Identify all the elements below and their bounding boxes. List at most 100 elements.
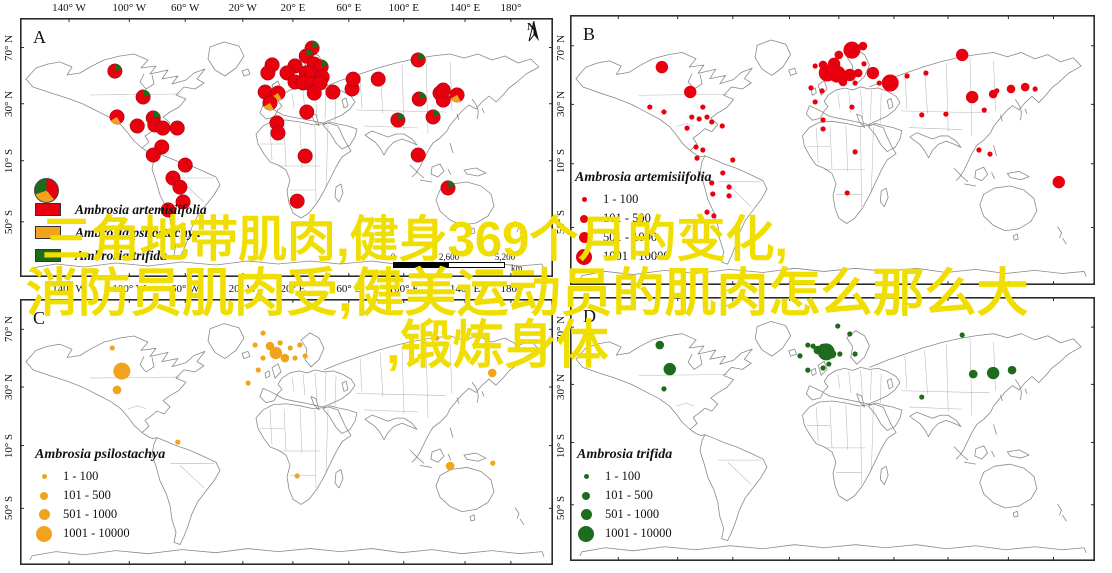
latitude-label-left: 10° S <box>3 148 15 173</box>
size-legend-label: 1001 - 10000 <box>63 526 130 540</box>
longitude-label-middle: 20° E <box>280 283 306 295</box>
size-legend-label: 101 - 500 <box>603 211 651 225</box>
size-legend-title: Ambrosia trifida <box>577 447 673 462</box>
size-legend-dot <box>576 248 592 265</box>
longitude-label-top: 100° E <box>388 2 419 14</box>
size-legend-label: 1001 - 10000 <box>605 526 672 540</box>
north-arrow-label: N <box>527 21 535 33</box>
legend-color-swatch <box>35 203 61 216</box>
size-legend-dot <box>41 474 47 479</box>
size-legend-dot <box>580 509 592 520</box>
world-map-b <box>570 15 1095 285</box>
longitude-label-top: 60° W <box>171 2 200 14</box>
panel-letter-d: D <box>583 306 596 326</box>
size-legend-label: 1 - 100 <box>605 469 641 483</box>
species-name-label: Ambrosia psilostachya <box>75 224 201 240</box>
longitude-label-top: 140° W <box>52 2 86 14</box>
longitude-label-middle: 20° W <box>228 283 257 295</box>
size-legend-dot <box>38 509 50 520</box>
scale-bar-number: 2,600 <box>438 252 460 262</box>
latitude-label-left: 30° N <box>3 90 15 117</box>
size-legend-dot <box>578 232 590 243</box>
latitude-label-center: 10° S <box>555 433 567 458</box>
size-legend-dot <box>582 491 590 500</box>
size-legend-row: 1001 - 10000 <box>35 524 165 543</box>
latitude-label-center: 10° S <box>555 148 567 173</box>
scale-bar-number: 0 <box>390 252 396 262</box>
size-legend-row: 501 - 1000 <box>577 505 672 524</box>
size-legend-row: 1 - 100 <box>575 190 712 209</box>
longitude-label-top: 180° <box>500 2 522 14</box>
size-legend-dot <box>36 525 52 542</box>
longitude-label-top: 20° E <box>280 2 306 14</box>
size-legend: Ambrosia psilostachya 1 - 100 101 - 500 501… <box>35 447 165 543</box>
longitude-label-middle: 100° E <box>388 283 419 295</box>
size-legend-label: 101 - 500 <box>605 488 653 502</box>
species-legend: Ambrosia artemisiifolia Ambrosia psilosta… <box>35 201 207 270</box>
size-legend-row: 1001 - 10000 <box>577 524 672 543</box>
north-arrow-icon: N <box>527 21 539 42</box>
size-legend-label: 1001 - 10000 <box>603 249 670 263</box>
longitude-label-middle: 180° <box>500 283 522 295</box>
size-legend-dot <box>40 491 48 500</box>
size-legend-row: 101 - 500 <box>577 486 672 505</box>
panel-d-map: D Ambrosia trifida 1 - 100 101 - 500 501 - 1… <box>570 297 1095 561</box>
size-legend-label: 1 - 100 <box>63 469 99 483</box>
size-legend: Ambrosia trifida 1 - 100 101 - 500 501 - 10… <box>577 447 672 543</box>
world-map-c <box>20 299 553 565</box>
panel-a-map: A Ambrosia artemisiifolia Ambrosia psilost… <box>20 18 553 277</box>
size-legend-label: 101 - 500 <box>63 488 111 502</box>
scale-bar: 0 2,600 5,200 km <box>390 252 523 273</box>
legend-color-swatch <box>35 226 61 239</box>
species-legend-row: Ambrosia artemisiifolia <box>35 201 207 218</box>
latitude-label-center: 70° N <box>555 34 567 61</box>
overlay-text-line-3: ,锻炼身体 <box>386 317 609 375</box>
size-legend-label: 501 - 1000 <box>603 230 658 244</box>
longitude-label-middle: 60° E <box>336 283 362 295</box>
overlay-text-line-2: 消防员肌肉受,健美运动员的肌肉怎么那么大 <box>26 265 1029 323</box>
species-name-label: Ambrosia trifida <box>75 247 167 263</box>
latitude-label-left: 50° S <box>3 496 15 521</box>
size-legend: Ambrosia artemisiifolia 1 - 100 101 - 500 5… <box>575 170 712 266</box>
latitude-label-left: 50° S <box>3 209 15 234</box>
panel-letter-b: B <box>583 24 596 44</box>
size-legend-row: 1001 - 10000 <box>575 247 712 266</box>
longitude-label-middle: 100° W <box>112 283 147 295</box>
longitude-label-top: 20° W <box>228 2 257 14</box>
size-legend-dot <box>578 525 594 542</box>
latitude-label-left: 70° N <box>3 316 15 343</box>
latitude-label-left: 70° N <box>3 34 15 61</box>
size-legend-row: 1 - 100 <box>35 467 165 486</box>
size-legend-row: 501 - 1000 <box>35 505 165 524</box>
latitude-label-center: 30° N <box>555 90 567 117</box>
size-legend-label: 501 - 1000 <box>63 507 118 521</box>
size-legend-row: 101 - 500 <box>575 209 712 228</box>
world-map-a <box>20 18 553 277</box>
latitude-label-left: 10° S <box>3 433 15 458</box>
longitude-label-top: 60° E <box>336 2 362 14</box>
size-legend-dot <box>580 214 588 223</box>
longitude-label-top: 140° E <box>449 2 481 14</box>
panel-c-map: C Ambrosia psilostachya 1 - 100 101 - 500 50… <box>20 299 553 565</box>
size-legend-title: Ambrosia artemisiifolia <box>575 170 712 185</box>
size-legend-row: 1 - 100 <box>577 467 672 486</box>
size-legend-title: Ambrosia psilostachya <box>35 447 166 462</box>
scale-bar-unit: km <box>511 263 523 273</box>
longitude-label-middle: 140° E <box>449 283 481 295</box>
world-map-d <box>570 297 1095 561</box>
legend-pie-sample <box>34 178 59 203</box>
longitude-label-middle: 60° W <box>171 283 200 295</box>
size-legend-label: 1 - 100 <box>603 192 639 206</box>
legend-color-swatch <box>35 249 61 262</box>
latitude-label-center: 50° S <box>555 496 567 521</box>
size-legend-dot <box>583 474 589 479</box>
scale-bar-number: 5,200 <box>494 252 516 262</box>
size-legend-dot <box>581 197 587 202</box>
scale-bar-segments <box>393 262 505 268</box>
size-legend-label: 501 - 1000 <box>605 507 660 521</box>
latitude-label-left: 30° N <box>3 373 15 401</box>
size-legend-row: 501 - 1000 <box>575 228 712 247</box>
panel-letter-c: C <box>33 308 46 328</box>
longitude-label-top: 100° W <box>112 2 147 14</box>
overlay-text-line-1: 三角地带肌肉,健身369个月的变化, <box>42 213 788 267</box>
